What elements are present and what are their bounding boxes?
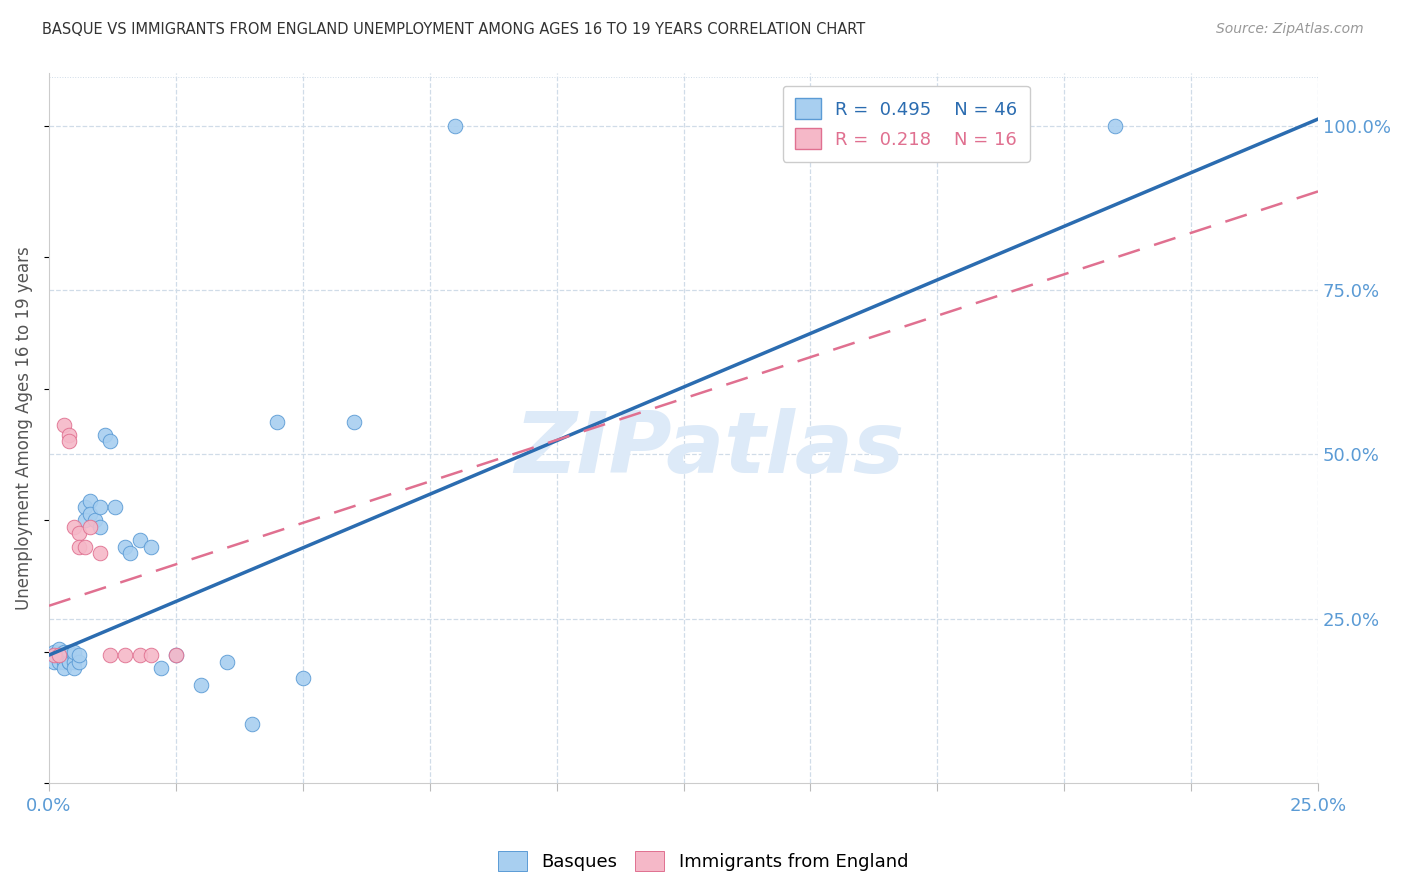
- Point: [79, 507, 101, 521]
- Point: [240, 717, 263, 731]
- Point: [67, 648, 90, 662]
- Y-axis label: Unemployment Among Ages 16 to 19 years: Unemployment Among Ages 16 to 19 years: [15, 246, 32, 610]
- Point: [48, 648, 70, 662]
- Text: ZIPatlas: ZIPatlas: [513, 408, 904, 491]
- Point: [83, 513, 105, 527]
- Point: [58, 434, 80, 449]
- Point: [98, 648, 121, 662]
- Text: Source: ZipAtlas.com: Source: ZipAtlas.com: [1216, 22, 1364, 37]
- Point: [63, 655, 86, 669]
- Point: [79, 520, 101, 534]
- Point: [190, 678, 212, 692]
- Point: [98, 434, 121, 449]
- Point: [266, 415, 288, 429]
- Point: [53, 648, 76, 662]
- Point: [53, 648, 76, 662]
- Point: [63, 661, 86, 675]
- Point: [129, 648, 152, 662]
- Point: [67, 540, 90, 554]
- Point: [58, 645, 80, 659]
- Point: [58, 655, 80, 669]
- Point: [342, 415, 364, 429]
- Legend: R =  0.495    N = 46, R =  0.218    N = 16: R = 0.495 N = 46, R = 0.218 N = 16: [783, 86, 1029, 161]
- Point: [79, 493, 101, 508]
- Point: [120, 546, 142, 560]
- Point: [58, 655, 80, 669]
- Point: [42, 645, 65, 659]
- Point: [215, 655, 238, 669]
- Point: [444, 119, 467, 133]
- Legend: Basques, Immigrants from England: Basques, Immigrants from England: [491, 844, 915, 879]
- Point: [89, 520, 111, 534]
- Point: [42, 648, 65, 662]
- Point: [48, 648, 70, 662]
- Point: [94, 427, 117, 442]
- Point: [48, 648, 70, 662]
- Point: [89, 500, 111, 515]
- Point: [73, 513, 96, 527]
- Point: [63, 520, 86, 534]
- Point: [67, 655, 90, 669]
- Point: [53, 645, 76, 659]
- Point: [53, 661, 76, 675]
- Point: [114, 648, 136, 662]
- Point: [104, 500, 127, 515]
- Point: [73, 540, 96, 554]
- Point: [165, 648, 187, 662]
- Point: [129, 533, 152, 547]
- Point: [42, 648, 65, 662]
- Point: [139, 648, 162, 662]
- Point: [114, 540, 136, 554]
- Point: [42, 655, 65, 669]
- Point: [291, 671, 314, 685]
- Point: [63, 645, 86, 659]
- Point: [53, 655, 76, 669]
- Point: [1104, 119, 1126, 133]
- Point: [149, 661, 172, 675]
- Point: [67, 526, 90, 541]
- Point: [139, 540, 162, 554]
- Point: [89, 546, 111, 560]
- Point: [48, 641, 70, 656]
- Point: [53, 417, 76, 432]
- Text: BASQUE VS IMMIGRANTS FROM ENGLAND UNEMPLOYMENT AMONG AGES 16 TO 19 YEARS CORRELA: BASQUE VS IMMIGRANTS FROM ENGLAND UNEMPL…: [42, 22, 866, 37]
- Point: [63, 648, 86, 662]
- Point: [73, 500, 96, 515]
- Point: [58, 648, 80, 662]
- Point: [48, 655, 70, 669]
- Point: [58, 427, 80, 442]
- Point: [165, 648, 187, 662]
